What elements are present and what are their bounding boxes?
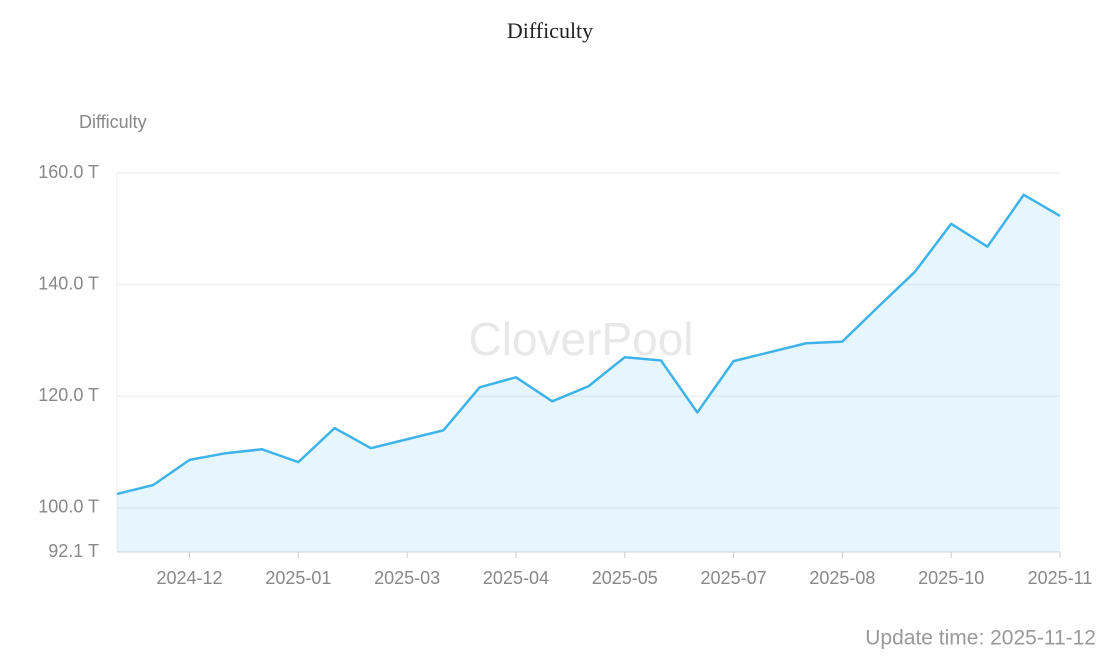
x-tick-label: 2025-03	[374, 568, 440, 588]
x-tick-label: 2025-04	[483, 568, 549, 588]
y-tick-label: 120.0 T	[38, 385, 99, 405]
y-axis-label: Difficulty	[79, 112, 147, 132]
line	[116, 193, 1061, 496]
watermark: CloverPool	[469, 313, 694, 365]
x-tick-label: 2025-11	[1028, 568, 1093, 588]
chart-title: Difficulty	[507, 18, 593, 43]
y-tick-label: 160.0 T	[38, 162, 99, 182]
y-tick-label: 140.0 T	[38, 273, 99, 293]
update-time: Update time: 2025-11-12	[865, 627, 1096, 650]
y-tick-label: 92.1 T	[48, 541, 99, 561]
x-tick-label: 2025-07	[701, 568, 767, 588]
y-tick-label: 100.0 T	[38, 497, 99, 517]
x-tick-label: 2025-10	[918, 568, 984, 588]
area	[117, 194, 1060, 552]
x-tick-label: 2024-12	[157, 568, 223, 588]
x-tick-label: 2025-08	[809, 568, 875, 588]
x-tick-label: 2025-01	[265, 568, 331, 588]
x-tick-label: 2025-05	[592, 568, 658, 588]
